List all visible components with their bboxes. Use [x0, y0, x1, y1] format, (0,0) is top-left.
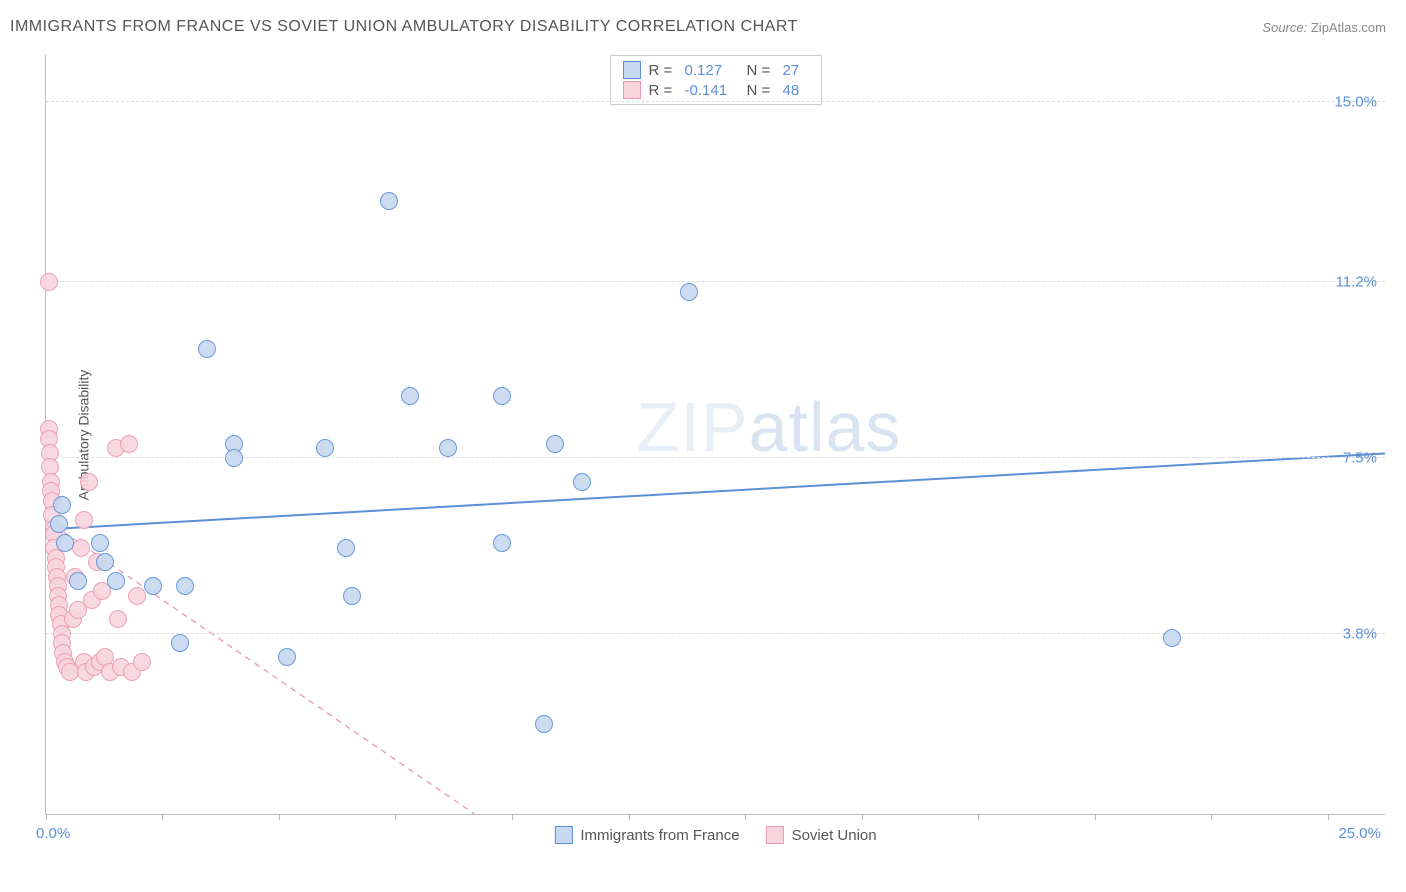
y-tick-label: 7.5%: [1343, 449, 1377, 466]
data-point-france: [53, 496, 71, 514]
data-point-france: [56, 534, 74, 552]
r-label: R =: [649, 82, 677, 99]
data-point-france: [198, 340, 216, 358]
x-tick: [162, 814, 163, 820]
n-value-soviet: 48: [783, 82, 809, 99]
r-label: R =: [649, 62, 677, 79]
data-point-france: [225, 449, 243, 467]
y-tick-label: 11.2%: [1336, 274, 1377, 291]
n-value-france: 27: [783, 62, 809, 79]
data-point-france: [316, 439, 334, 457]
legend-swatch-france: [554, 826, 572, 844]
x-tick: [46, 814, 47, 820]
legend-label-soviet: Soviet Union: [792, 827, 877, 844]
legend-label-france: Immigrants from France: [580, 827, 739, 844]
x-tick: [395, 814, 396, 820]
x-tick: [512, 814, 513, 820]
stats-row-france: R = 0.127 N = 27: [623, 60, 809, 80]
data-point-france: [171, 634, 189, 652]
gridline-horizontal: [46, 457, 1385, 458]
r-value-france: 0.127: [685, 62, 739, 79]
data-point-france: [573, 473, 591, 491]
trendlines-layer: [46, 55, 1385, 814]
legend-item-soviet: Soviet Union: [766, 826, 877, 844]
data-point-france: [439, 439, 457, 457]
data-point-soviet: [128, 587, 146, 605]
stats-row-soviet: R = -0.141 N = 48: [623, 80, 809, 100]
data-point-soviet: [109, 610, 127, 628]
x-tick: [978, 814, 979, 820]
data-point-france: [343, 587, 361, 605]
source-attribution: Source: ZipAtlas.com: [1262, 20, 1386, 35]
n-label: N =: [747, 62, 775, 79]
data-point-france: [380, 192, 398, 210]
data-point-france: [107, 572, 125, 590]
data-point-soviet: [40, 273, 58, 291]
data-point-soviet: [72, 539, 90, 557]
legend-swatch-soviet: [623, 81, 641, 99]
data-point-france: [337, 539, 355, 557]
x-axis-max-label: 25.0%: [1338, 825, 1381, 842]
data-point-soviet: [75, 511, 93, 529]
x-axis-min-label: 0.0%: [36, 825, 70, 842]
data-point-france: [535, 715, 553, 733]
legend-swatch-soviet: [766, 826, 784, 844]
y-tick-label: 15.0%: [1334, 93, 1377, 110]
source-value: ZipAtlas.com: [1311, 20, 1386, 35]
data-point-soviet: [80, 473, 98, 491]
data-point-france: [50, 515, 68, 533]
gridline-horizontal: [46, 101, 1385, 102]
n-label: N =: [747, 82, 775, 99]
chart-title: IMMIGRANTS FROM FRANCE VS SOVIET UNION A…: [10, 18, 798, 36]
data-point-france: [176, 577, 194, 595]
r-value-soviet: -0.141: [685, 82, 739, 99]
gridline-horizontal: [46, 281, 1385, 282]
data-point-france: [401, 387, 419, 405]
x-tick: [745, 814, 746, 820]
data-point-france: [91, 534, 109, 552]
data-point-france: [69, 572, 87, 590]
data-point-france: [546, 435, 564, 453]
trend-line-france: [46, 453, 1385, 529]
data-point-soviet: [120, 435, 138, 453]
x-tick: [279, 814, 280, 820]
y-tick-label: 3.8%: [1343, 625, 1377, 642]
gridline-horizontal: [46, 633, 1385, 634]
data-point-france: [96, 553, 114, 571]
data-point-france: [278, 648, 296, 666]
legend-item-france: Immigrants from France: [554, 826, 739, 844]
scatter-chart: ZIPatlas Ambulatory Disability R =0.127N…: [45, 55, 1385, 815]
data-point-france: [1163, 629, 1181, 647]
data-point-france: [493, 534, 511, 552]
data-point-soviet: [133, 653, 151, 671]
data-point-france: [144, 577, 162, 595]
x-tick: [1328, 814, 1329, 820]
source-label: Source:: [1262, 20, 1307, 35]
data-point-france: [493, 387, 511, 405]
series-legend: Immigrants from France Soviet Union: [554, 826, 876, 844]
x-tick: [1095, 814, 1096, 820]
data-point-france: [680, 283, 698, 301]
correlation-stats-legend: R = 0.127 N = 27 R = -0.141 N = 48: [610, 55, 822, 105]
x-tick: [862, 814, 863, 820]
x-tick: [1211, 814, 1212, 820]
x-tick: [629, 814, 630, 820]
legend-swatch-france: [623, 61, 641, 79]
